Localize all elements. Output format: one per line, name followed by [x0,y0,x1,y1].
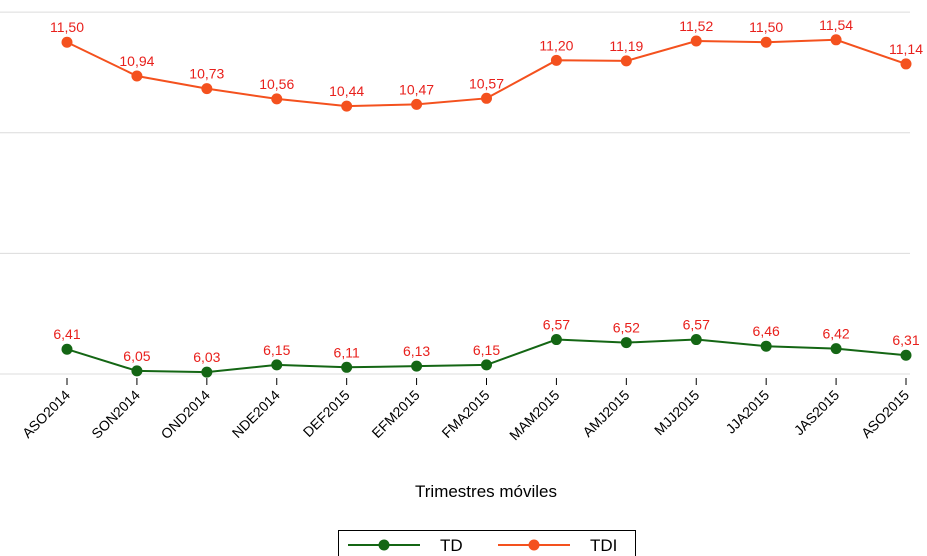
data-point [550,334,562,346]
data-label: 10,57 [469,75,504,91]
data-point [900,349,912,361]
x-tick-label: MJJ2015 [651,387,703,439]
x-tick-label: AMJ2015 [579,387,632,440]
data-point [271,93,283,105]
data-point [550,54,562,66]
x-tick-label: DEF2015 [300,387,353,440]
data-point [481,359,492,371]
data-point [411,98,423,110]
x-tick-label: MAM2015 [506,387,563,444]
data-label: 11,14 [889,41,923,57]
data-point [690,334,702,346]
data-label: 10,56 [259,76,294,92]
data-label: 6,03 [193,349,220,365]
x-tick-label: NDE2014 [229,387,283,441]
data-label: 11,54 [819,17,853,33]
data-point [61,36,73,48]
data-point [620,337,632,349]
data-label: 6,05 [123,348,150,364]
data-label: 6,42 [822,326,849,342]
data-label: 11,52 [679,18,713,34]
data-point [201,83,213,95]
data-label: 6,31 [892,332,919,348]
data-point [341,361,353,373]
data-label: 6,57 [683,317,710,333]
x-axis-title: Trimestres móviles [415,482,557,501]
data-point [131,70,143,82]
x-tick-label: EFM2015 [368,387,422,441]
data-point [830,343,842,355]
x-tick-label: JAS2015 [791,387,843,439]
data-label: 10,44 [329,83,364,99]
data-label: 11,50 [749,19,783,35]
data-label: 6,46 [753,323,780,339]
data-label: 6,41 [53,326,80,342]
data-label: 11,20 [539,37,573,53]
data-point [620,55,632,67]
x-tick-label: SON2014 [88,387,143,442]
data-label: 6,13 [403,343,430,359]
data-point [760,36,772,48]
data-label: 10,47 [399,81,434,97]
data-point [201,366,213,378]
x-tick-label: ASO2014 [19,387,73,441]
legend-swatch-marker [528,539,540,551]
data-point [341,100,353,112]
legend-label: TDI [590,536,617,555]
x-tick-label: JJA2015 [722,387,772,437]
data-point [61,343,73,355]
data-point [271,359,283,371]
data-label: 11,50 [50,19,84,35]
x-tick-label: OND2014 [158,387,213,442]
legend-swatch-marker [378,539,390,551]
data-point [131,365,143,377]
data-point [900,58,912,70]
data-label: 6,11 [334,344,360,360]
data-point [481,92,492,104]
data-point [411,360,423,372]
data-label: 10,94 [119,53,154,69]
data-label: 6,15 [263,342,290,358]
data-point [690,35,702,47]
data-label: 6,57 [543,317,570,333]
x-tick-label: FMA2015 [438,387,492,441]
data-point [760,340,772,352]
data-label: 11,19 [609,38,643,54]
data-label: 10,73 [189,66,224,82]
data-point [830,34,842,46]
legend-label: TD [440,536,463,555]
x-tick-label: ASO2015 [858,387,912,441]
data-label: 6,52 [613,320,640,336]
data-label: 6,15 [473,342,500,358]
